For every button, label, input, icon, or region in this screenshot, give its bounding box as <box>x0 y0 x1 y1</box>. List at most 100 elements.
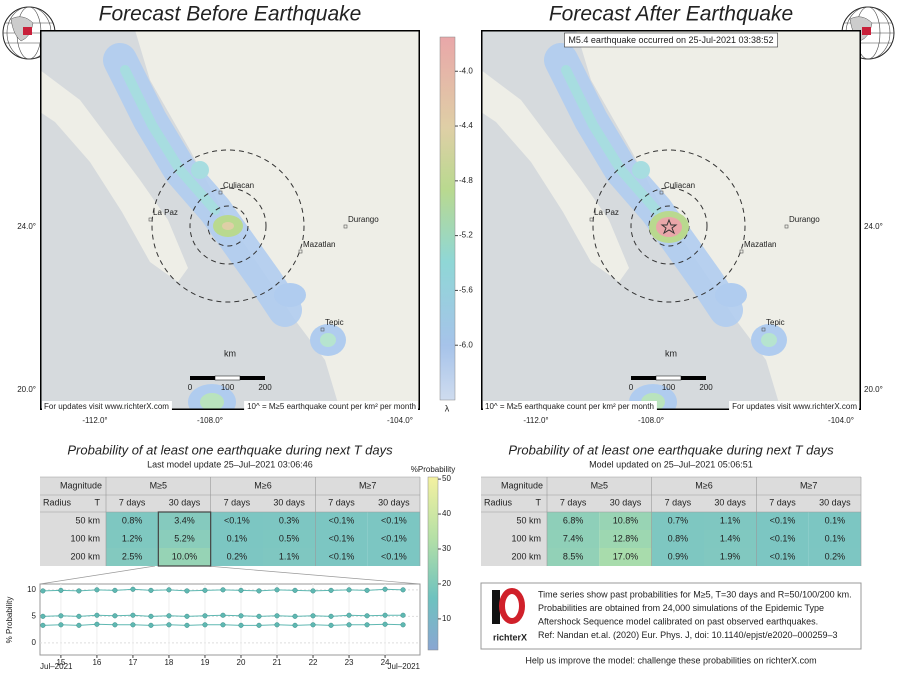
scale-label: 100 <box>221 383 235 392</box>
footer-bg <box>42 401 172 412</box>
table-header: T <box>95 497 101 507</box>
table-header: 30 days <box>610 497 642 507</box>
table-cell <box>367 548 420 566</box>
series-point <box>40 613 46 619</box>
x-tick-label: 23 <box>345 658 354 667</box>
lat-label: 20.0° <box>864 385 883 394</box>
series-point <box>256 588 262 594</box>
lon-label: -104.0° <box>387 416 413 425</box>
city-label: Durango <box>789 215 820 224</box>
series-point <box>94 612 100 618</box>
table-header-bg <box>40 477 420 512</box>
table-cell <box>704 512 757 530</box>
table-cell-text: <0.1% <box>770 515 796 525</box>
table-header: Radius <box>43 497 72 507</box>
city-label: Durango <box>348 215 379 224</box>
table-cell <box>808 548 861 566</box>
table-cell <box>210 548 263 566</box>
series-point <box>94 621 100 627</box>
table-cell <box>210 512 263 530</box>
y-tick-label: 5 <box>32 611 37 620</box>
row-label: 200 km <box>70 551 100 561</box>
x-tick-label: 16 <box>92 658 101 667</box>
lon-label: -112.0° <box>523 416 548 425</box>
table-cell-text: 10.8% <box>613 515 639 525</box>
series-point <box>346 622 352 628</box>
table-header: M≥7 <box>359 480 376 490</box>
series-point <box>184 622 190 628</box>
table-cell <box>756 530 809 548</box>
table-cell <box>808 530 861 548</box>
series-point <box>130 586 136 592</box>
table-cell <box>263 512 316 530</box>
table-cell-text: 0.2% <box>227 551 248 561</box>
table-cell-text: 1.2% <box>122 533 143 543</box>
map: Culiacan La Paz Mazatlan Durango Tepic km 0 100… <box>481 30 861 420</box>
footer-left: 10^ = M≥5 earthquake count per km² per m… <box>485 402 654 411</box>
table-cell <box>158 548 211 566</box>
table-title: Probability of at least one earthquake d… <box>508 442 834 457</box>
series-point <box>238 587 244 593</box>
table-subtitle: Last model update 25–Jul–2021 03:06:46 <box>147 459 313 469</box>
table-cell-text: 1.4% <box>720 533 741 543</box>
table-cell <box>808 512 861 530</box>
info-line: Probabilities are obtained from 24,000 s… <box>538 603 824 613</box>
series-point <box>202 622 208 628</box>
table-cell-text: <0.1% <box>381 515 407 525</box>
table-header: Magnitude <box>501 480 543 490</box>
map-title: Forecast After Earthquake <box>549 3 793 26</box>
x-tick-label: 19 <box>201 658 210 667</box>
table-header: M≥5 <box>591 480 608 490</box>
series-point <box>328 622 334 628</box>
series-point <box>58 622 64 628</box>
table-cell-text: 0.8% <box>668 533 689 543</box>
table-header: 7 days <box>328 497 355 507</box>
table-cell <box>704 548 757 566</box>
series-point <box>400 612 406 618</box>
series-point <box>364 587 370 593</box>
series-point <box>274 622 280 628</box>
table-label-col <box>481 512 547 566</box>
row-label: 50 km <box>516 515 541 525</box>
row-label: 50 km <box>75 515 100 525</box>
series-point <box>256 622 262 628</box>
city-marker <box>343 224 348 229</box>
row-label: 200 km <box>511 551 541 561</box>
series-point <box>238 613 244 619</box>
table-cell-text: 5.2% <box>174 533 195 543</box>
series-point <box>328 587 334 593</box>
x-tick-label: 17 <box>128 658 137 667</box>
city-label: Tepic <box>325 318 344 327</box>
annotation-box <box>564 32 778 48</box>
y-tick-label: 0 <box>32 638 37 647</box>
series-point <box>328 613 334 619</box>
city-label: Culiacan <box>664 181 695 190</box>
series-point <box>184 613 190 619</box>
series-point <box>58 587 64 593</box>
city-marker <box>761 327 766 332</box>
table-cell <box>756 512 809 530</box>
colorbar-tick-label: -4.8 <box>459 176 473 185</box>
table-cell <box>210 530 263 548</box>
scale-label: 0 <box>629 383 634 392</box>
lon-label: -108.0° <box>197 416 223 425</box>
city-label: Mazatlan <box>744 240 776 249</box>
series-point <box>382 586 388 592</box>
x-tick-label: 15 <box>56 658 65 667</box>
colorbar <box>439 36 456 401</box>
x-tick-label: 21 <box>273 658 282 667</box>
scale-label: 100 <box>662 383 676 392</box>
city-label: La Paz <box>594 208 619 217</box>
lon-label: -112.0° <box>82 416 107 425</box>
colorbar-tick-label: 50 <box>442 474 451 483</box>
table-cell <box>263 530 316 548</box>
series-point <box>238 622 244 628</box>
table-cell <box>547 548 600 566</box>
y-tick-label: 10 <box>27 585 36 594</box>
table-cell-text: 0.1% <box>825 515 846 525</box>
series-point <box>310 588 316 594</box>
info-line: Time series show past probabilities for … <box>538 589 852 599</box>
series-point <box>346 587 352 593</box>
series-point <box>346 612 352 618</box>
table-cell-text: 12.8% <box>613 533 639 543</box>
